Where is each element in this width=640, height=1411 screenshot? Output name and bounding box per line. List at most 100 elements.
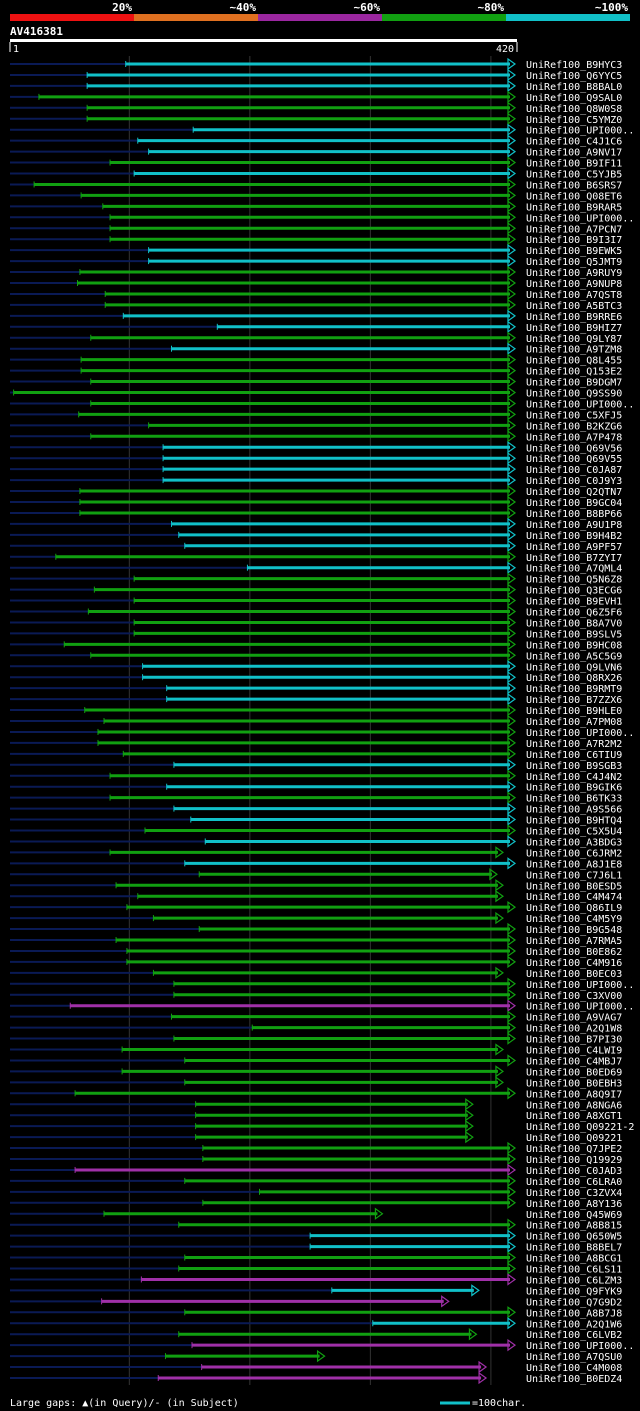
hit-label[interactable]: UniRef100_B0ESD5 [526,881,622,892]
hit-row[interactable]: UniRef100_C0JAD3 [10,1163,622,1177]
hit-row[interactable]: UniRef100_C3ZVX4 [10,1185,622,1199]
hit-row[interactable]: UniRef100_Q8W0S8 [10,101,622,115]
hit-label[interactable]: UniRef100_Q5JMT9 [526,257,622,268]
hit-label[interactable]: UniRef100_A9PF57 [526,542,622,553]
hit-row[interactable]: UniRef100_C0J9Y3 [10,473,622,487]
hit-row[interactable]: UniRef100_A7R2M2 [10,736,622,750]
hit-label[interactable]: UniRef100_A7P478 [526,432,622,443]
hit-label[interactable]: UniRef100_A5C5G9 [526,651,622,662]
hit-row[interactable]: UniRef100_C4J1C6 [10,134,622,148]
hit-label[interactable]: UniRef100_A7QML4 [526,564,622,575]
hit-label[interactable]: UniRef100_B7ZYI7 [526,553,622,564]
hit-row[interactable]: UniRef100_Q7G9D2 [10,1295,622,1308]
hit-label[interactable]: UniRef100_B0ED69 [526,1067,622,1078]
hit-row[interactable]: UniRef100_C6LZM3 [10,1273,622,1286]
hit-row[interactable]: UniRef100_A8XGT1 [10,1109,622,1122]
hit-row[interactable]: UniRef100_C4J4N2 [10,769,622,783]
hit-label[interactable]: UniRef100_C5X5U4 [526,827,622,838]
hit-row[interactable]: UniRef100_C4M916 [10,955,622,969]
hit-label[interactable]: UniRef100_B9I3I7 [526,235,622,246]
hit-label[interactable]: UniRef100_B9GC04 [526,498,622,509]
hit-label[interactable]: UniRef100_A7RMA5 [526,936,622,947]
hit-row[interactable]: UniRef100_A8Q9I7 [10,1087,622,1100]
hit-row[interactable]: UniRef100_A2Q1W6 [10,1317,622,1330]
hit-label[interactable]: UniRef100_C4LWI9 [526,1046,622,1057]
hit-label[interactable]: UniRef100_B8BEL7 [526,1243,622,1254]
hit-row[interactable]: UniRef100_C5X5U4 [10,824,622,838]
hit-label[interactable]: UniRef100_Q6Z5F6 [526,608,622,619]
hit-label[interactable]: UniRef100_Q8L455 [526,356,622,367]
hit-label[interactable]: UniRef100_Q09221 [526,1133,622,1144]
hit-row[interactable]: UniRef100_B9G548 [10,922,622,936]
hit-label[interactable]: UniRef100_UPI000.. [526,399,634,410]
hit-row[interactable]: UniRef100_C4LWI9 [10,1043,622,1057]
hit-row[interactable]: UniRef100_A5C5G9 [10,649,622,662]
hit-row[interactable]: UniRef100_C5YJB5 [10,167,622,181]
hit-row[interactable]: UniRef100_B9SGB3 [10,758,622,772]
hit-row[interactable]: UniRef100_A8B815 [10,1218,622,1232]
hit-row[interactable]: UniRef100_B9RRE6 [10,309,622,323]
hit-label[interactable]: UniRef100_C6JRM2 [526,848,622,859]
hit-row[interactable]: UniRef100_B0EC03 [10,966,622,980]
hit-row[interactable]: UniRef100_B9I3I7 [10,233,622,246]
hit-label[interactable]: UniRef100_Q5N6Z8 [526,575,622,586]
hit-row[interactable]: UniRef100_Q09221 [10,1130,622,1144]
hit-row[interactable]: UniRef100_A9S566 [10,802,622,816]
hit-row[interactable]: UniRef100_Q650W5 [10,1229,622,1243]
hit-label[interactable]: UniRef100_A7QST8 [526,290,622,301]
hit-label[interactable]: UniRef100_UPI000.. [526,980,634,991]
hit-label[interactable]: UniRef100_Q7G9D2 [526,1297,622,1308]
hit-row[interactable]: UniRef100_B6SRS7 [10,178,622,191]
hit-row[interactable]: UniRef100_B2KZG6 [10,419,622,432]
hit-label[interactable]: UniRef100_B0EBH3 [526,1078,622,1089]
hit-row[interactable]: UniRef100_B8BEL7 [10,1240,622,1254]
hit-label[interactable]: UniRef100_B6TK33 [526,794,622,805]
hit-label[interactable]: UniRef100_C4M5Y9 [526,914,622,925]
hit-row[interactable]: UniRef100_B9RMT9 [10,681,622,695]
hit-label[interactable]: UniRef100_A9NUP8 [526,279,622,290]
hit-label[interactable]: UniRef100_C5YJB5 [526,170,622,181]
hit-label[interactable]: UniRef100_C6LRA0 [526,1177,622,1188]
hit-row[interactable]: UniRef100_A7P478 [10,430,622,443]
hit-label[interactable]: UniRef100_C0JA87 [526,465,622,476]
hit-row[interactable]: UniRef100_C4MBJ7 [10,1054,622,1067]
hit-row[interactable]: UniRef100_B6TK33 [10,791,622,805]
hit-row[interactable]: UniRef100_B0EBH3 [10,1076,622,1089]
hit-label[interactable]: UniRef100_C6LZM3 [526,1275,622,1286]
hit-label[interactable]: UniRef100_B0E862 [526,947,622,958]
hit-row[interactable]: UniRef100_A9TZM8 [10,342,622,356]
hit-row[interactable]: UniRef100_Q5JMT9 [10,254,622,268]
hit-row[interactable]: UniRef100_Q08ET6 [10,189,622,202]
hit-row[interactable]: UniRef100_B9HYC3 [10,57,622,71]
hit-row[interactable]: UniRef100_C6JRM2 [10,846,622,859]
hit-row[interactable]: UniRef100_Q9SAL0 [10,90,622,104]
hit-row[interactable]: UniRef100_A9PF57 [10,539,622,553]
hit-row[interactable]: UniRef100_Q5N6Z8 [10,572,622,586]
hit-row[interactable]: UniRef100_A9RUY9 [10,265,622,279]
hit-label[interactable]: UniRef100_A7PM08 [526,717,622,728]
hit-label[interactable]: UniRef100_A9VAG7 [526,1013,622,1024]
hit-row[interactable]: UniRef100_Q3ECG6 [10,583,622,597]
hit-row[interactable]: UniRef100_C7J6L1 [10,868,622,881]
hit-row[interactable]: UniRef100_C5XFJ5 [10,408,622,421]
hit-row[interactable]: UniRef100_A7PCN7 [10,222,622,235]
hit-row[interactable]: UniRef100_A8B7J8 [10,1306,622,1319]
hit-row[interactable]: UniRef100_B9EWK5 [10,243,622,257]
hit-label[interactable]: UniRef100_C6LVB2 [526,1330,622,1341]
hit-row[interactable]: UniRef100_Q45W69 [10,1207,622,1221]
hit-label[interactable]: UniRef100_B0EC03 [526,969,622,980]
hit-label[interactable]: UniRef100_A8B815 [526,1221,622,1232]
hit-label[interactable]: UniRef100_B9RMT9 [526,684,622,695]
hit-label[interactable]: UniRef100_B2KZG6 [526,421,622,432]
hit-row[interactable]: UniRef100_Q7JPE2 [10,1141,622,1155]
hit-row[interactable]: UniRef100_Q86IL9 [10,900,622,914]
hit-label[interactable]: UniRef100_Q3ECG6 [526,586,622,597]
hit-row[interactable]: UniRef100_A8NGA6 [10,1098,622,1111]
hit-label[interactable]: UniRef100_B9RRE6 [526,312,622,323]
hit-row[interactable]: UniRef100_B9SLV5 [10,627,622,640]
hit-row[interactable]: UniRef100_B9GC04 [10,495,622,509]
hit-label[interactable]: UniRef100_B9EWK5 [526,246,622,257]
hit-row[interactable]: UniRef100_A7QML4 [10,561,622,575]
hit-label[interactable]: UniRef100_B9HLE0 [526,706,622,717]
hit-label[interactable]: UniRef100_B0EDZ4 [526,1374,622,1385]
